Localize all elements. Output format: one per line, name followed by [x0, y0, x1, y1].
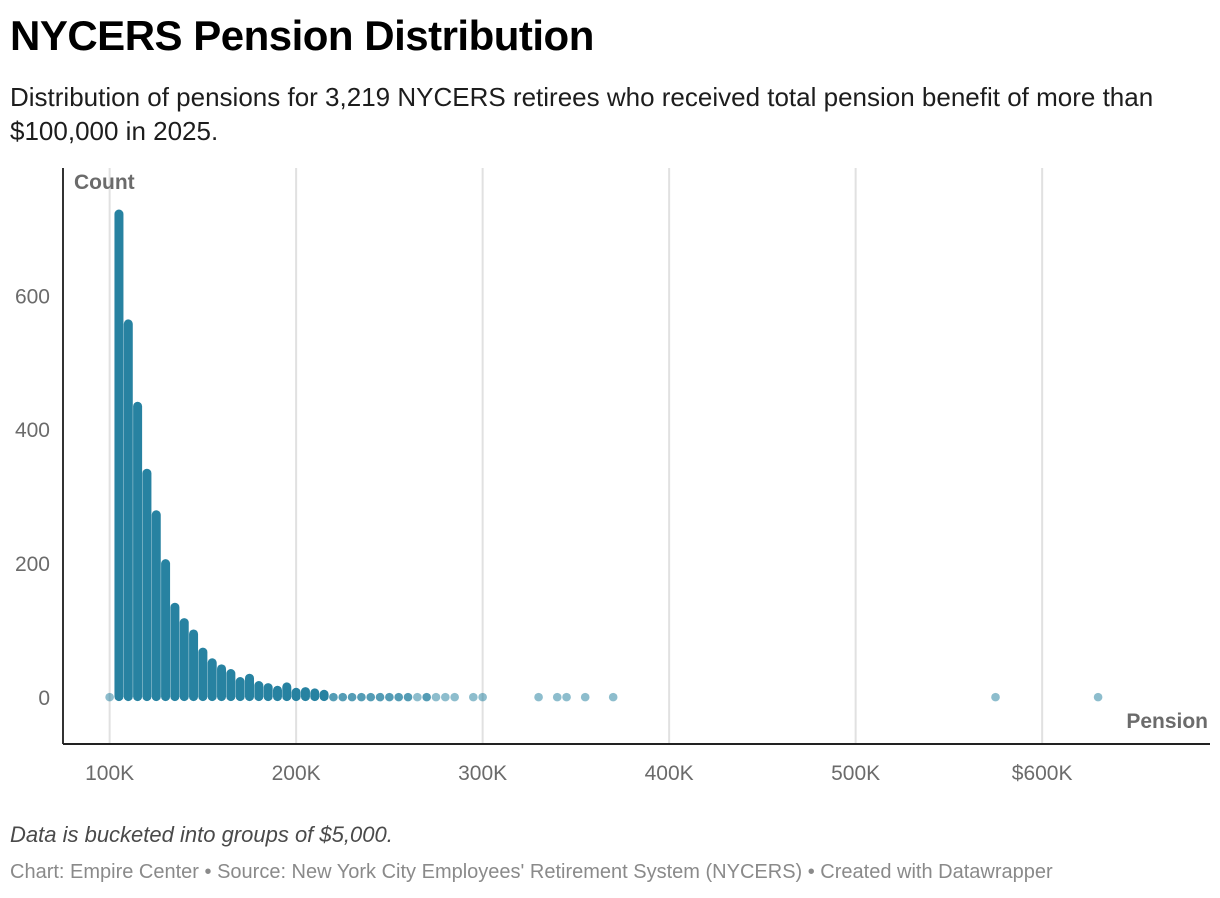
x-tick-label: 100K [85, 762, 134, 785]
data-point [403, 692, 413, 702]
data-point [478, 692, 487, 702]
data-point [450, 692, 459, 702]
data-bar [245, 673, 255, 702]
data-point [357, 692, 366, 702]
data-bar [217, 664, 227, 702]
data-bar [142, 468, 152, 702]
data-bar [300, 687, 310, 702]
data-bar [189, 629, 199, 702]
y-tick-labels: 0 200 400 600 [15, 285, 50, 710]
y-axis-title: Count [74, 171, 135, 194]
chart-note: Data is bucketed into groups of $5,000. [10, 822, 393, 847]
data-point [431, 692, 441, 702]
data-bar [226, 669, 236, 702]
chart-title: NYCERS Pension Distribution [10, 12, 594, 59]
data-bar [114, 209, 124, 702]
x-tick-label: 200K [272, 762, 321, 785]
data-point [394, 692, 404, 702]
x-tick-labels: 100K 200K 300K 400K 500K $600K [85, 762, 1072, 785]
data-point [441, 692, 450, 702]
data-bar [151, 510, 161, 702]
data-bar [198, 647, 208, 702]
data-bar [263, 683, 273, 702]
data-bar [254, 681, 264, 702]
data-point [347, 692, 357, 702]
data-bar [291, 687, 301, 702]
data-bar [310, 688, 320, 702]
data-point [422, 692, 431, 702]
data-bar [207, 658, 217, 702]
x-axis-title: Pension [1126, 710, 1208, 733]
y-tick-label: 200 [15, 553, 50, 576]
data-point [413, 692, 422, 702]
data-point [562, 692, 571, 702]
data-point [469, 692, 478, 702]
data-point [1093, 692, 1103, 702]
x-tick-label: 500K [831, 762, 880, 785]
data-bar [319, 689, 329, 702]
y-tick-label: 400 [15, 419, 50, 442]
data-bar [161, 559, 171, 702]
data-point [329, 692, 338, 702]
data-point [375, 692, 385, 702]
data-point [991, 692, 1000, 702]
data-bar [272, 685, 282, 702]
data-bar [133, 401, 143, 702]
data-bar [179, 618, 189, 702]
data-bar [170, 602, 180, 702]
data-points [105, 692, 1103, 702]
data-point [552, 692, 562, 702]
chart-subtitle: Distribution of pensions for 3,219 NYCER… [10, 82, 1154, 146]
y-tick-label: 600 [15, 285, 50, 308]
data-point [366, 692, 376, 702]
data-bars [114, 209, 329, 702]
data-bar [123, 319, 133, 702]
data-point [105, 692, 114, 702]
data-bar [282, 682, 292, 702]
x-tick-label: 400K [645, 762, 694, 785]
chart-credit: Chart: Empire Center • Source: New York … [10, 861, 1053, 883]
data-point [385, 692, 394, 702]
x-tick-label: $600K [1012, 762, 1073, 785]
x-tick-label: 300K [458, 762, 507, 785]
data-point [338, 692, 348, 702]
y-tick-label: 0 [38, 687, 50, 710]
data-point [534, 692, 543, 702]
pension-distribution-chart: 0 200 400 600 100K 200K 300K 400K 500K $600K Cou… [15, 168, 1210, 785]
data-bar [235, 677, 245, 702]
data-point [580, 692, 590, 702]
gridlines [108, 168, 1044, 744]
data-point [608, 692, 618, 702]
